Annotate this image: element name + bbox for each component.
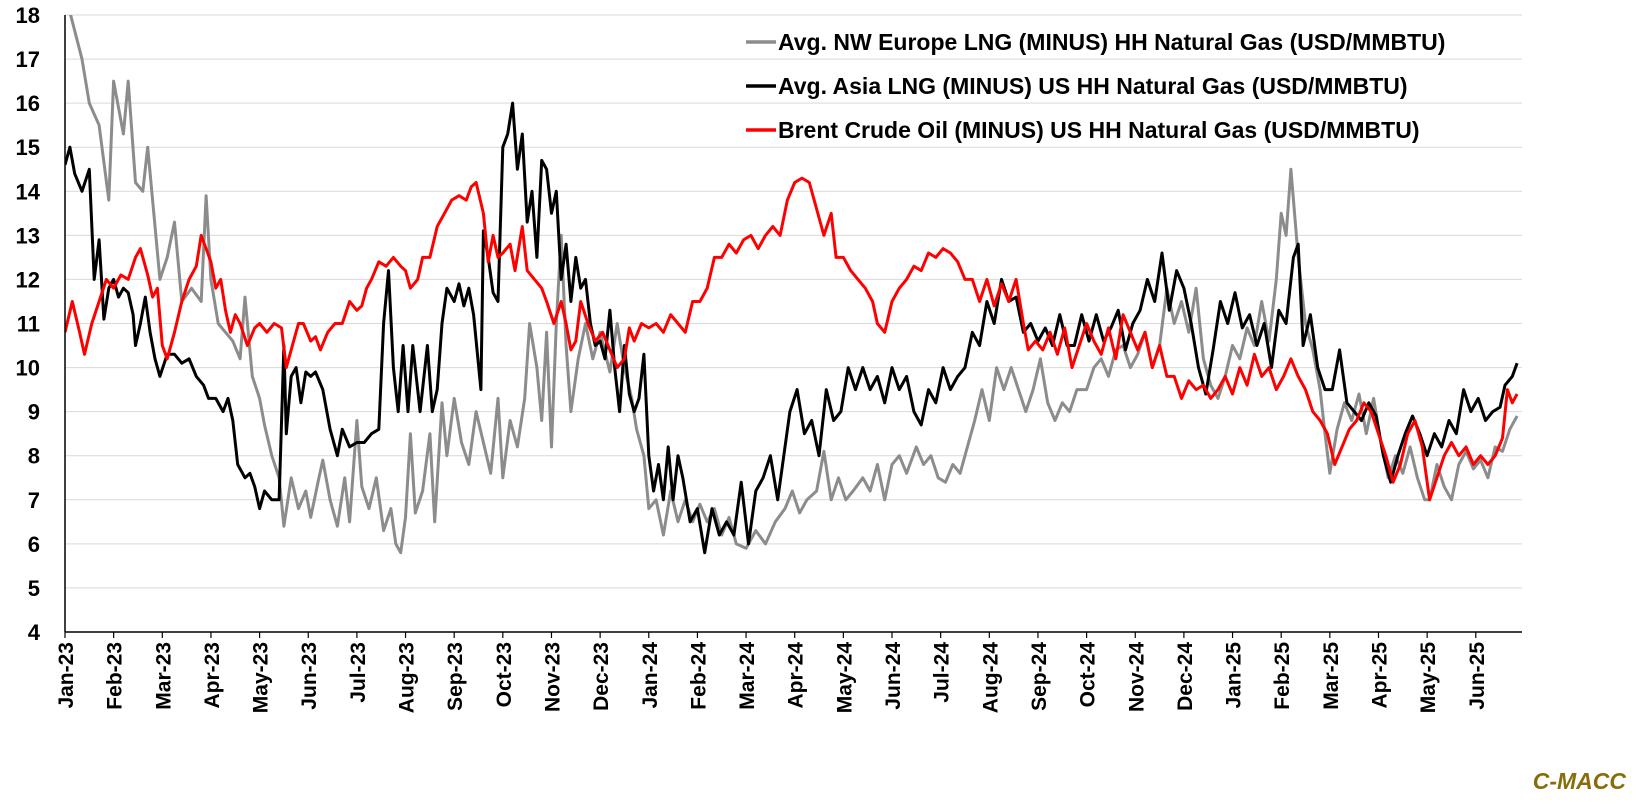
x-tick-label: Jul-24 — [931, 642, 954, 703]
x-tick-label: Jun-24 — [882, 642, 905, 710]
x-tick-label: Dec-24 — [1174, 642, 1197, 711]
x-tick-label: Apr-23 — [201, 642, 224, 709]
y-tick-label: 9 — [28, 400, 40, 425]
x-tick-label: Feb-23 — [104, 642, 127, 710]
series-line-3 — [65, 176, 1519, 502]
legend-label-2: Avg. Asia LNG (MINUS) US HH Natural Gas … — [778, 73, 1408, 99]
y-tick-label: 8 — [28, 444, 40, 469]
x-tick-label: Oct-23 — [493, 642, 516, 707]
x-tick-label: Mar-24 — [736, 642, 759, 710]
x-tick-label: Sep-24 — [1028, 642, 1051, 711]
x-tick-label: May-23 — [250, 642, 273, 713]
legend-label-3: Brent Crude Oil (MINUS) US HH Natural Ga… — [778, 117, 1419, 143]
x-tick-label: Feb-24 — [687, 642, 710, 710]
series-lines — [65, 15, 1519, 555]
y-tick-label: 4 — [28, 620, 41, 645]
x-tick-label: Jan-24 — [639, 642, 662, 709]
y-tick-label: 18 — [16, 3, 40, 28]
y-tick-label: 10 — [16, 356, 40, 381]
y-tick-label: 17 — [16, 47, 40, 72]
gridlines — [65, 14, 1522, 589]
x-tick-label: Apr-25 — [1368, 642, 1391, 709]
x-tick-label: Aug-23 — [396, 642, 419, 713]
x-tick-label: Oct-24 — [1077, 642, 1100, 708]
series-line-2 — [65, 101, 1519, 555]
x-tick-label: Jun-23 — [298, 642, 321, 710]
y-tick-label: 14 — [16, 179, 41, 204]
y-tick-label: 6 — [28, 532, 40, 557]
y-tick-label: 11 — [17, 312, 40, 337]
y-tick-label: 5 — [28, 576, 40, 601]
x-tick-label: Mar-23 — [152, 642, 175, 710]
x-tick-label: Sep-23 — [444, 642, 467, 711]
series-line-1 — [69, 15, 1519, 555]
x-tick-label: Apr-24 — [785, 642, 808, 709]
x-tick-label: Aug-24 — [979, 642, 1002, 713]
x-tick-label: Mar-25 — [1320, 642, 1343, 710]
x-tick-label: Dec-23 — [590, 642, 613, 711]
y-tick-label: 15 — [16, 135, 40, 160]
legend-label-1: Avg. NW Europe LNG (MINUS) HH Natural Ga… — [778, 29, 1445, 55]
y-tick-label: 16 — [16, 91, 40, 116]
x-tick-label: Jul-23 — [347, 642, 370, 703]
source-label: C-MACC — [1532, 768, 1626, 794]
x-axis-tick-labels: Jan-23 Feb-23 Mar-23 Apr-23 May-23 Jun-23 Jul-… — [55, 642, 1489, 714]
x-tick-label: Jan-23 — [55, 642, 78, 709]
x-tick-label: Feb-25 — [1271, 642, 1294, 710]
y-tick-label: 13 — [16, 223, 40, 248]
axes — [64, 15, 1522, 638]
x-tick-label: May-25 — [1417, 642, 1440, 714]
y-tick-label: 7 — [28, 488, 40, 513]
legend: Avg. NW Europe LNG (MINUS) HH Natural Ga… — [746, 29, 1445, 143]
x-tick-label: Jan-25 — [1223, 642, 1246, 709]
x-tick-label: May-24 — [833, 642, 856, 714]
y-tick-label: 12 — [16, 267, 40, 292]
x-tick-label: Nov-23 — [541, 642, 564, 712]
y-axis-tick-labels: 4 5 6 7 8 9 10 11 12 13 14 15 16 17 18 — [16, 3, 41, 645]
x-tick-label: Jun-25 — [1466, 642, 1489, 710]
x-tick-label: Nov-24 — [1125, 642, 1148, 712]
